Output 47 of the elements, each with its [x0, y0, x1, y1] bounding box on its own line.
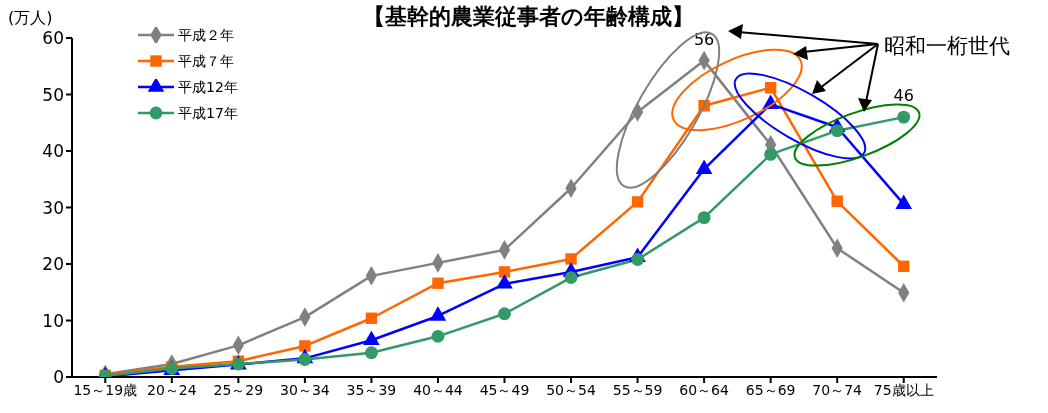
x-tick-label: 20～24: [146, 381, 197, 398]
x-tick-label: 40～44: [413, 381, 463, 398]
annotation: 46: [893, 86, 914, 106]
legend-label: 平成12年: [178, 78, 238, 97]
point: [631, 196, 644, 208]
point: [830, 124, 844, 138]
point: [764, 147, 778, 161]
point: [364, 346, 378, 360]
x-tick-label: 65～69: [745, 381, 796, 398]
point: [431, 329, 445, 343]
point: [498, 266, 511, 278]
chart-title: 【基幹的農業従事者の年齢構成】: [362, 4, 694, 29]
y-tick-label: 0: [53, 367, 64, 388]
point: [299, 340, 311, 352]
x-tick-label: 45～49: [479, 381, 530, 398]
x-tick-label: 55～59: [612, 381, 663, 398]
point: [498, 307, 511, 321]
y-tick-label: 20: [42, 254, 64, 275]
x-tick-label: 35～39: [346, 381, 397, 398]
x-tick-label: 25～29: [213, 381, 264, 398]
legend-label: 平成７年: [178, 52, 234, 71]
point: [565, 253, 577, 265]
x-tick-label: 50～54: [546, 381, 596, 398]
point: [897, 110, 911, 124]
point: [831, 195, 843, 207]
legend-label: 平成17年: [178, 104, 238, 123]
point: [631, 253, 645, 266]
y-tick-label: 40: [42, 141, 64, 162]
y-axis-title: (万人): [8, 8, 53, 29]
x-tick-label: 60～64: [679, 381, 730, 398]
annotation: 昭和一桁世代: [884, 33, 1010, 60]
point: [898, 260, 910, 272]
x-tick-label: 75歳以上: [873, 381, 934, 398]
point: [697, 211, 711, 225]
x-tick-label: 70～74: [812, 381, 863, 398]
point: [298, 353, 312, 366]
point: [365, 312, 378, 324]
y-tick-label: 10: [42, 310, 64, 331]
y-tick-label: 60: [42, 28, 64, 49]
y-tick-label: 50: [42, 84, 64, 105]
point: [564, 271, 578, 284]
point: [764, 82, 777, 94]
legend-label: 平成２年: [178, 26, 234, 45]
y-tick-label: 30: [42, 197, 64, 218]
x-tick-label: 15～19歳: [73, 381, 138, 398]
x-tick-label: 30～34: [280, 381, 330, 398]
point: [432, 277, 444, 289]
